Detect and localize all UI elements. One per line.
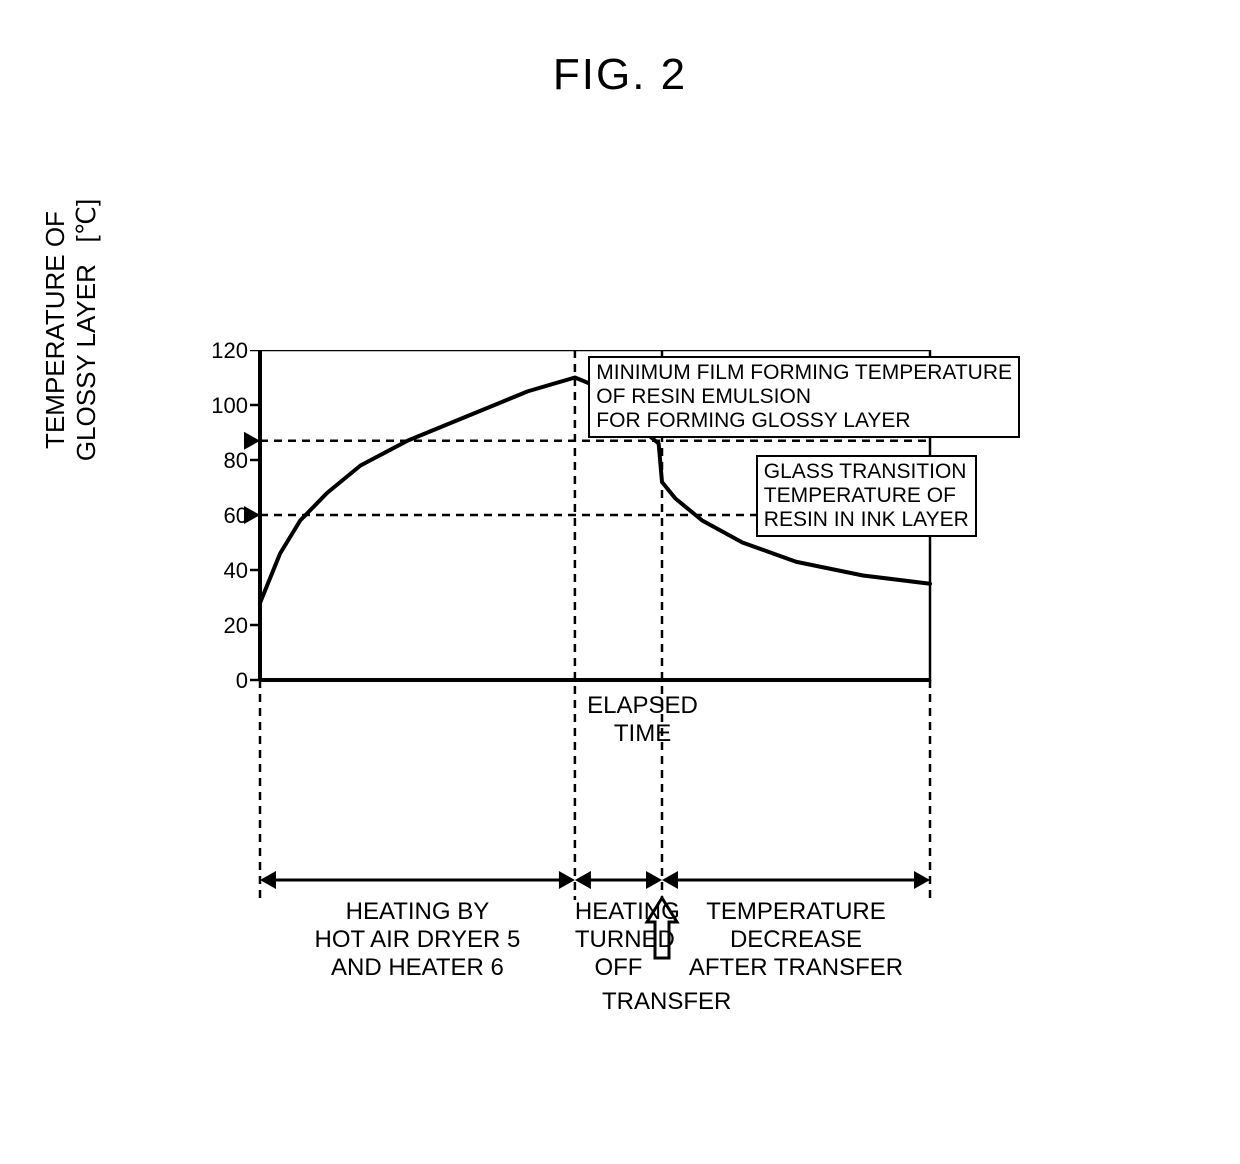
y-axis-label: TEMPERATURE OF GLOSSY LAYER [℃]: [40, 180, 102, 480]
transfer-label: TRANSFER: [602, 988, 731, 1016]
phase-label: TEMPERATURE DECREASE AFTER TRANSFER: [662, 898, 930, 982]
chart-container: TEMPERATURE OF GLOSSY LAYER [℃] 02040608…: [100, 350, 1140, 1080]
y-tick-label: 40: [198, 558, 248, 584]
figure-title: FIG. 2: [0, 50, 1240, 100]
chart-body: 020406080100120MINIMUM FILM FORMING TEMP…: [220, 350, 1120, 1080]
y-tick-label: 120: [198, 338, 248, 364]
phase-label: HEATING BY HOT AIR DRYER 5 AND HEATER 6: [260, 898, 575, 982]
y-tick-label: 20: [198, 613, 248, 639]
annotation-mfft: MINIMUM FILM FORMING TEMPERATURE OF RESI…: [588, 356, 1020, 438]
annotation-tg: GLASS TRANSITION TEMPERATURE OF RESIN IN…: [756, 455, 977, 537]
x-axis-label: ELAPSED TIME: [579, 692, 706, 748]
y-tick-label: 0: [198, 668, 248, 694]
phase-label: HEATING TURNED OFF: [575, 898, 662, 982]
y-tick-label: 60: [198, 503, 248, 529]
y-tick-label: 100: [198, 393, 248, 419]
y-tick-label: 80: [198, 448, 248, 474]
